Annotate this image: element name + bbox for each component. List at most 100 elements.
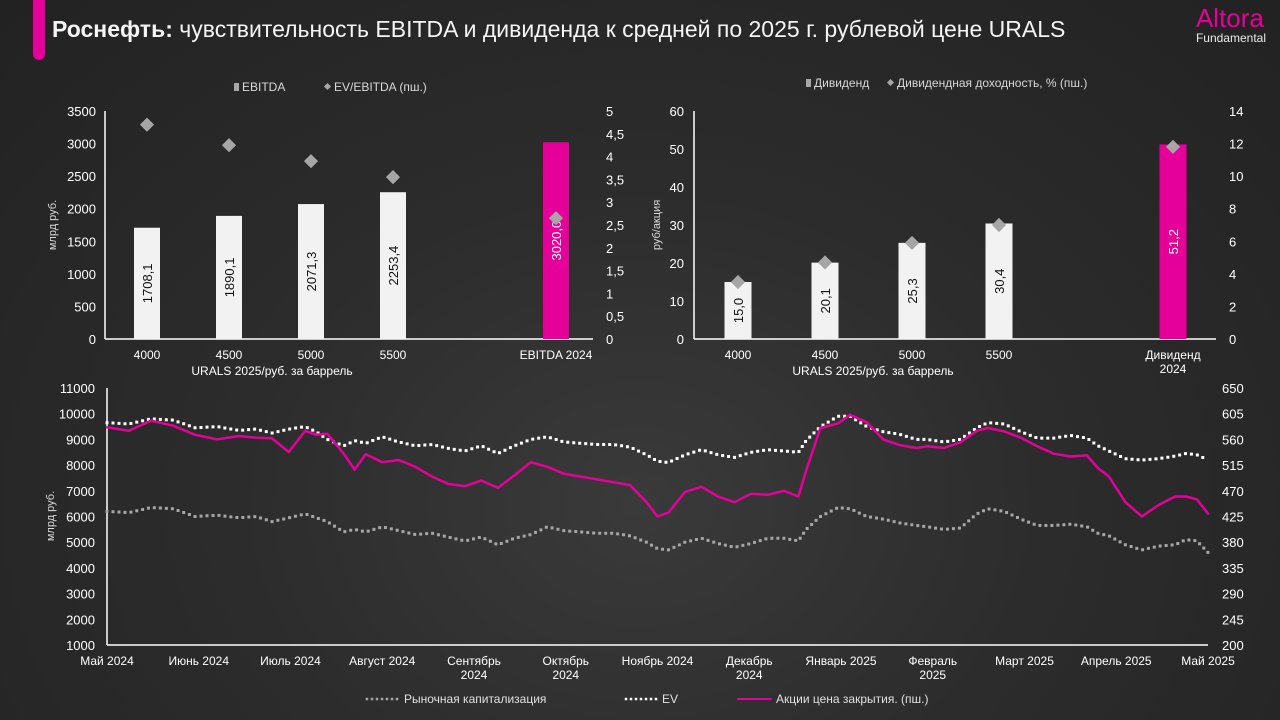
y-tick-label: 3000 — [66, 587, 95, 602]
ratio-marker — [385, 170, 401, 185]
legend-label: EV — [662, 692, 678, 706]
title-text: чувствительность EBITDA и дивиденда к ср… — [172, 16, 1066, 42]
bar-value-label: 30,4 — [992, 269, 1007, 294]
y2-tick-label: 1,5 — [606, 264, 624, 279]
y-tick-label: 2000 — [66, 612, 95, 627]
y-tick-label: 11000 — [60, 381, 95, 396]
x-tick-label: 4000 — [134, 348, 161, 362]
bar — [811, 262, 839, 339]
x-tick-label: Июнь 2024 — [168, 654, 229, 668]
y-tick-label: 2500 — [67, 169, 96, 184]
y-tick-label: 7000 — [66, 484, 95, 499]
y2-tick-label: 4 — [606, 150, 613, 165]
y2-tick-label: 200 — [1222, 638, 1244, 653]
y-tick-label: 8000 — [66, 458, 95, 473]
y-tick-label: 1500 — [67, 234, 96, 249]
bar-value-label: 20,1 — [818, 288, 833, 313]
y-axis-label: руб/акция — [651, 200, 663, 250]
bar — [134, 227, 160, 339]
y-tick-label: 20 — [670, 256, 684, 271]
y2-tick-label: 3,5 — [606, 172, 624, 187]
bar-value-label: 1890,1 — [222, 258, 237, 298]
altora-logo: Altora Fundamental — [1196, 4, 1266, 44]
ratio-marker — [904, 235, 920, 250]
y2-tick-label: 1 — [606, 286, 613, 301]
y-tick-label: 9000 — [66, 432, 95, 447]
x-tick-label: 2025 — [919, 668, 946, 682]
legend-label: EBITDA — [242, 80, 285, 94]
x-tick-label: 2024 — [1160, 362, 1187, 376]
x-tick-label: Декабрь — [726, 654, 773, 668]
series-line-market-cap — [105, 506, 1211, 555]
y2-tick-label: 0 — [606, 332, 613, 347]
bar-value-label: 25,3 — [905, 278, 920, 303]
legend-label: Рыночная капитализация — [404, 692, 546, 706]
y-tick-label: 10000 — [59, 407, 95, 422]
x-tick-label: Май 2024 — [80, 654, 134, 668]
y2-tick-label: 245 — [1222, 612, 1244, 627]
y2-tick-label: 0,5 — [606, 309, 624, 324]
title-accent-bar — [33, 0, 45, 60]
legend-label: Акции цена закрытия. (пш.) — [776, 692, 928, 706]
x-tick-label: Август 2024 — [349, 654, 415, 668]
y-tick-label: 1000 — [67, 267, 96, 282]
ratio-marker — [303, 154, 319, 169]
y2-tick-label: 0 — [1229, 332, 1236, 347]
x-tick-label: Январь 2025 — [805, 654, 876, 668]
y2-tick-label: 290 — [1222, 587, 1244, 602]
x-tick-label: EBITDA 2024 — [520, 348, 593, 362]
x-tick-label: 4000 — [725, 348, 752, 362]
x-tick-label: Ноябрь 2024 — [622, 654, 694, 668]
y-tick-label: 2000 — [67, 202, 96, 217]
logo-subtitle: Fundamental — [1195, 31, 1266, 45]
dividend-chart: Дивиденд Дивидендная доходность, % (пш.) 0… — [651, 76, 1243, 378]
ratio-marker — [991, 217, 1007, 233]
y2-tick-label: 2,5 — [606, 218, 624, 233]
bar — [216, 215, 242, 339]
y2-tick-label: 14 — [1229, 104, 1243, 119]
bar — [898, 242, 926, 339]
title-company: Роснефть: — [52, 16, 173, 42]
y2-tick-label: 605 — [1222, 407, 1244, 422]
legend-bar-swatch — [806, 79, 811, 87]
logo-brand: Altora — [1195, 3, 1264, 33]
y-tick-label: 60 — [670, 104, 684, 119]
x-tick-label: 5000 — [298, 348, 325, 362]
y2-tick-label: 515 — [1222, 458, 1244, 473]
y-tick-label: 500 — [74, 299, 96, 314]
y2-tick-label: 380 — [1222, 535, 1244, 550]
y2-tick-label: 470 — [1222, 484, 1244, 499]
legend-label: Дивидендная доходность, % (пш.) — [897, 76, 1087, 90]
y-axis-label: млрд руб. — [47, 200, 59, 250]
x-tick-label: Февраль — [908, 654, 957, 668]
bar-value-label: 2071,3 — [304, 252, 319, 292]
chart-legend: Рыночная капитализация EV Акции цена закры… — [365, 692, 928, 706]
x-tick-label: 5000 — [899, 348, 926, 362]
y-tick-label: 0 — [677, 332, 684, 347]
x-tick-label: Сентябрь — [447, 654, 501, 668]
bar — [543, 142, 569, 339]
legend-bar-swatch — [234, 83, 239, 91]
y-tick-label: 5000 — [66, 535, 95, 550]
x-tick-label: Март 2025 — [995, 654, 1054, 668]
bar — [1159, 144, 1187, 339]
y-tick-label: 0 — [89, 332, 96, 347]
y2-tick-label: 10 — [1229, 169, 1243, 184]
y2-tick-label: 3 — [606, 195, 613, 210]
y2-tick-label: 2 — [606, 241, 613, 256]
y2-tick-label: 12 — [1229, 137, 1243, 152]
series-line-share-price — [105, 413, 1210, 518]
x-tick-label: Май 2025 — [1181, 654, 1235, 668]
x-axis-label: URALS 2025/руб. за баррель — [792, 364, 953, 378]
bar-value-label: 51,2 — [1166, 229, 1181, 254]
y-tick-label: 3500 — [67, 104, 96, 119]
bar — [380, 192, 406, 339]
y2-tick-label: 8 — [1229, 202, 1236, 217]
y-tick-label: 40 — [670, 180, 684, 195]
chart-legend: Дивиденд Дивидендная доходность, % (пш.) — [806, 76, 1087, 90]
y2-tick-label: 425 — [1222, 510, 1244, 525]
x-tick-label: 2024 — [552, 668, 579, 682]
y-tick-label: 10 — [670, 294, 684, 309]
x-tick-label: 4500 — [216, 348, 243, 362]
ratio-marker — [730, 274, 746, 290]
